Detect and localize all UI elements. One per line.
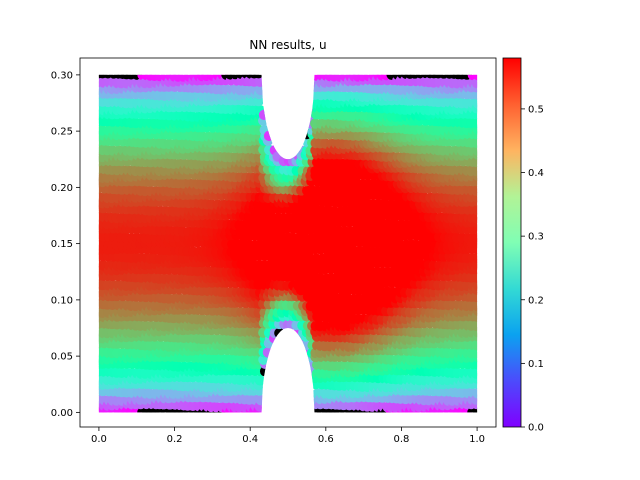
field-point bbox=[471, 368, 478, 379]
x-tick-label: 1.0 bbox=[469, 434, 485, 445]
field-point bbox=[472, 98, 478, 109]
colorbar bbox=[502, 57, 522, 428]
x-tick-label: 0.4 bbox=[242, 434, 258, 445]
field-point bbox=[274, 327, 285, 339]
field-point bbox=[262, 347, 274, 358]
y-tick-label: 0.20 bbox=[51, 183, 73, 194]
field-point bbox=[472, 118, 478, 129]
field-point bbox=[471, 165, 478, 177]
field-point bbox=[255, 394, 266, 406]
field-point bbox=[263, 130, 275, 142]
field-point bbox=[472, 205, 478, 216]
field-point bbox=[472, 272, 478, 283]
y-tick-label: 0.25 bbox=[51, 127, 73, 138]
field-point bbox=[472, 407, 478, 413]
x-tick-label: 0.6 bbox=[318, 434, 334, 445]
y-tick-label: 0.10 bbox=[51, 295, 73, 306]
y-tick-label: 0.00 bbox=[51, 408, 73, 419]
chart-title: NN results, u bbox=[249, 38, 326, 52]
x-tick-label: 0.2 bbox=[167, 434, 183, 445]
colorbar-tick-label: 0.4 bbox=[528, 168, 544, 179]
field-plot bbox=[98, 74, 478, 413]
field-point bbox=[473, 74, 478, 81]
y-tick-label: 0.05 bbox=[51, 352, 73, 363]
colorbar-tick-label: 0.3 bbox=[528, 232, 544, 243]
colorbar-tick-label: 0.0 bbox=[528, 423, 544, 434]
field-point bbox=[470, 320, 478, 332]
field-point bbox=[472, 300, 478, 312]
field-point bbox=[472, 388, 478, 399]
field-point bbox=[470, 185, 478, 197]
y-tick-label: 0.30 bbox=[51, 70, 73, 81]
field-point bbox=[253, 74, 264, 79]
field-point bbox=[473, 253, 478, 264]
colorbar-tick-label: 0.5 bbox=[528, 104, 544, 115]
field-point bbox=[471, 259, 478, 270]
x-tick-label: 0.8 bbox=[394, 434, 410, 445]
field-point bbox=[258, 109, 270, 121]
field-point bbox=[254, 375, 266, 386]
x-axis: 0.0 0.2 0.4 0.6 0.8 1.0 bbox=[91, 427, 485, 445]
colorbar-tick-label: 0.1 bbox=[528, 359, 544, 370]
field-point bbox=[471, 340, 478, 351]
x-tick-label: 0.0 bbox=[91, 434, 107, 445]
colorbar-tick-label: 0.2 bbox=[528, 295, 544, 306]
colorbar-axis: 0.0 0.1 0.2 0.3 0.4 0.5 bbox=[521, 104, 544, 434]
y-axis: 0.00 0.05 0.10 0.15 0.20 0.25 0.30 bbox=[51, 70, 80, 419]
field-point bbox=[472, 233, 478, 244]
y-tick-label: 0.15 bbox=[51, 239, 73, 250]
